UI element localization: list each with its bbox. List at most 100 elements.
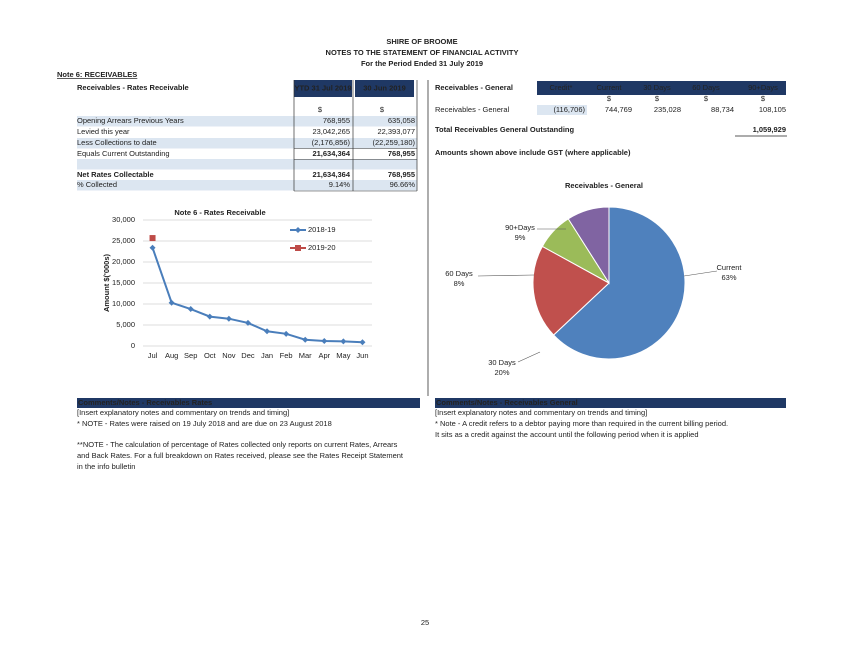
note-title: Note 6: RECEIVABLES — [57, 70, 137, 79]
x-tick-label: Jul — [148, 351, 158, 360]
cell: 22,393,077 — [377, 127, 415, 136]
pie-slice — [532, 245, 610, 336]
unit: $ — [761, 94, 766, 103]
row-shade — [77, 159, 417, 170]
header-cell — [355, 80, 414, 97]
cell: (2,176,856) — [312, 138, 351, 147]
total-value: 1,059,929 — [753, 125, 786, 134]
x-tick-label: Nov — [222, 351, 236, 360]
y-tick-label: 30,000 — [112, 215, 135, 224]
slice-label: Current — [716, 263, 742, 272]
point-marker — [244, 319, 251, 326]
org-name: SHIRE OF BROOME — [386, 37, 457, 46]
row-label: Less Collections to date — [77, 138, 157, 147]
legend-marker — [295, 245, 301, 251]
unit: $ — [655, 94, 660, 103]
column-header: Current — [596, 83, 622, 92]
cell: 21,634,364 — [312, 170, 350, 179]
header-band — [537, 81, 786, 95]
cell: 744,769 — [605, 105, 632, 114]
column-header: 30 Jun 2019 — [363, 83, 406, 92]
y-tick-label: 10,000 — [112, 299, 135, 308]
leader-line — [477, 274, 535, 277]
slice-label: 30 Days — [488, 358, 516, 367]
comments-title: Comments/Notes - Receivables Rates — [78, 398, 212, 407]
unit: $ — [607, 94, 612, 103]
x-tick-label: May — [336, 351, 350, 360]
cell: (22,259,180) — [372, 138, 415, 147]
cell: 235,028 — [654, 105, 681, 114]
doc-title: NOTES TO THE STATEMENT OF FINANCIAL ACTI… — [326, 48, 519, 57]
slice-value: 20% — [494, 368, 509, 377]
credit-shade — [537, 105, 587, 115]
point-marker — [283, 330, 290, 337]
row-label: % Collected — [77, 180, 117, 189]
row-label: Equals Current Outstanding — [77, 149, 170, 158]
point-marker — [187, 306, 194, 313]
x-tick-label: Feb — [280, 351, 293, 360]
pie-slice — [552, 206, 686, 360]
point-marker — [225, 315, 232, 322]
cell: (116,706) — [553, 105, 585, 114]
leader-line — [683, 270, 718, 277]
point-marker — [168, 299, 175, 306]
comments-note: * NOTE - Rates were raised on 19 July 20… — [77, 419, 332, 428]
gst-note: Amounts shown above include GST (where a… — [435, 148, 631, 157]
pie-slice — [567, 206, 610, 285]
column-header: Credit* — [550, 83, 573, 92]
leader-line — [517, 351, 541, 363]
x-tick-label: Aug — [165, 351, 178, 360]
comments-bar — [77, 398, 420, 408]
slice-value: 8% — [454, 279, 465, 288]
doc-period: For the Period Ended 31 July 2019 — [361, 59, 483, 68]
row-shade — [77, 180, 417, 191]
y-tick-label: 0 — [131, 341, 135, 350]
row-label: Net Rates Collectable — [77, 170, 154, 179]
total-label: Total Receivables General Outstanding — [435, 125, 574, 134]
comments-note: * Note - A credit refers to a debtor pay… — [435, 419, 728, 428]
cell: 768,955 — [388, 170, 415, 179]
comments-bar — [435, 398, 786, 408]
series-line — [151, 247, 363, 344]
unit: $ — [318, 105, 323, 114]
cell: 21,634,364 — [312, 149, 350, 158]
cell: 768,955 — [323, 116, 350, 125]
y-axis-label: Amount $('000s) — [102, 253, 111, 312]
y-tick-label: 15,000 — [112, 278, 135, 287]
y-tick-label: 25,000 — [112, 236, 135, 245]
slice-value: 63% — [721, 273, 736, 282]
column-header: YTD 31 Jul 2019 — [294, 83, 351, 92]
row-label: Opening Arrears Previous Years — [77, 116, 184, 125]
x-tick-label: Mar — [299, 351, 312, 360]
header-cell — [294, 80, 352, 97]
unit: $ — [380, 105, 385, 114]
x-tick-label: Apr — [318, 351, 330, 360]
point-marker — [302, 336, 309, 343]
cell: 635,058 — [388, 116, 415, 125]
comments-title: Comments/Notes - Receivables General — [436, 398, 578, 407]
slice-value: 9% — [515, 233, 526, 242]
point-marker — [340, 338, 347, 345]
cell: 768,955 — [388, 149, 415, 158]
legend-label: 2019-20 — [308, 243, 336, 252]
cell: 108,105 — [759, 105, 786, 114]
column-header: 30 Days — [643, 83, 671, 92]
table-title: Receivables - Rates Receivable — [77, 83, 189, 92]
point-marker — [149, 235, 156, 242]
x-tick-label: Oct — [204, 351, 217, 360]
column-header: 60 Days — [692, 83, 720, 92]
point-marker — [321, 337, 328, 344]
slice-label: 60 Days — [445, 269, 473, 278]
x-tick-label: Jun — [356, 351, 368, 360]
x-tick-label: Jan — [261, 351, 273, 360]
point-marker — [264, 328, 271, 335]
point-marker — [149, 244, 156, 251]
row-shade — [77, 116, 417, 127]
row-shade — [77, 138, 417, 149]
rates-note-2: **NOTE - The calculation of percentage o… — [77, 440, 404, 471]
column-header: 90+Days — [748, 83, 778, 92]
comments-placeholder: [Insert explanatory notes and commentary… — [435, 408, 647, 417]
chart-title: Receivables - General — [565, 181, 643, 190]
y-tick-label: 5,000 — [116, 320, 135, 329]
